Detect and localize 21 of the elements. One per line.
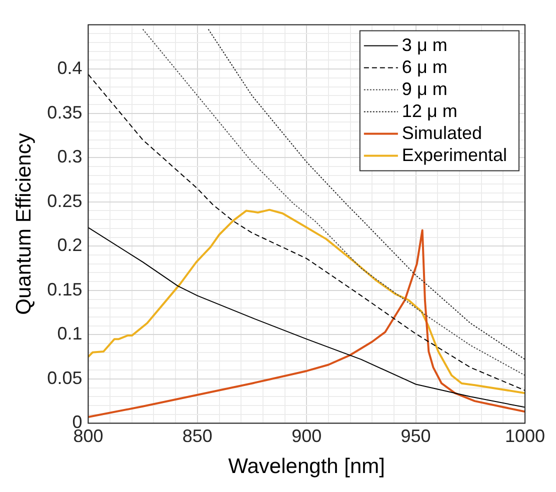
legend-label: Experimental bbox=[402, 144, 507, 165]
y-tick-label: 0.25 bbox=[47, 190, 82, 211]
y-tick-label: 0.35 bbox=[47, 102, 82, 122]
legend-label: 3 μ m bbox=[402, 34, 448, 55]
x-tick-label: 850 bbox=[182, 426, 212, 446]
legend-label: 6 μ m bbox=[402, 56, 448, 77]
y-tick-label: 0.3 bbox=[57, 146, 82, 167]
y-tick-label: 0.4 bbox=[57, 58, 82, 78]
y-tick-label: 0.05 bbox=[47, 368, 82, 388]
y-tick-label: 0.1 bbox=[57, 324, 82, 344]
y-tick-label: 0.2 bbox=[57, 235, 82, 256]
y-tick-label: 0.15 bbox=[47, 279, 82, 300]
x-axis-title: Wavelength [nm] bbox=[228, 455, 386, 478]
legend-label: 12 μ m bbox=[402, 100, 458, 121]
legend-label: 9 μ m bbox=[402, 78, 448, 99]
x-tick-label: 900 bbox=[292, 426, 322, 446]
line-series bbox=[142, 28, 525, 376]
legend-label: Simulated bbox=[402, 122, 482, 143]
x-tick-label: 1000 bbox=[504, 426, 545, 446]
y-axis-title: Quantum Efficiency bbox=[12, 132, 36, 315]
x-tick-label: 950 bbox=[400, 426, 431, 446]
